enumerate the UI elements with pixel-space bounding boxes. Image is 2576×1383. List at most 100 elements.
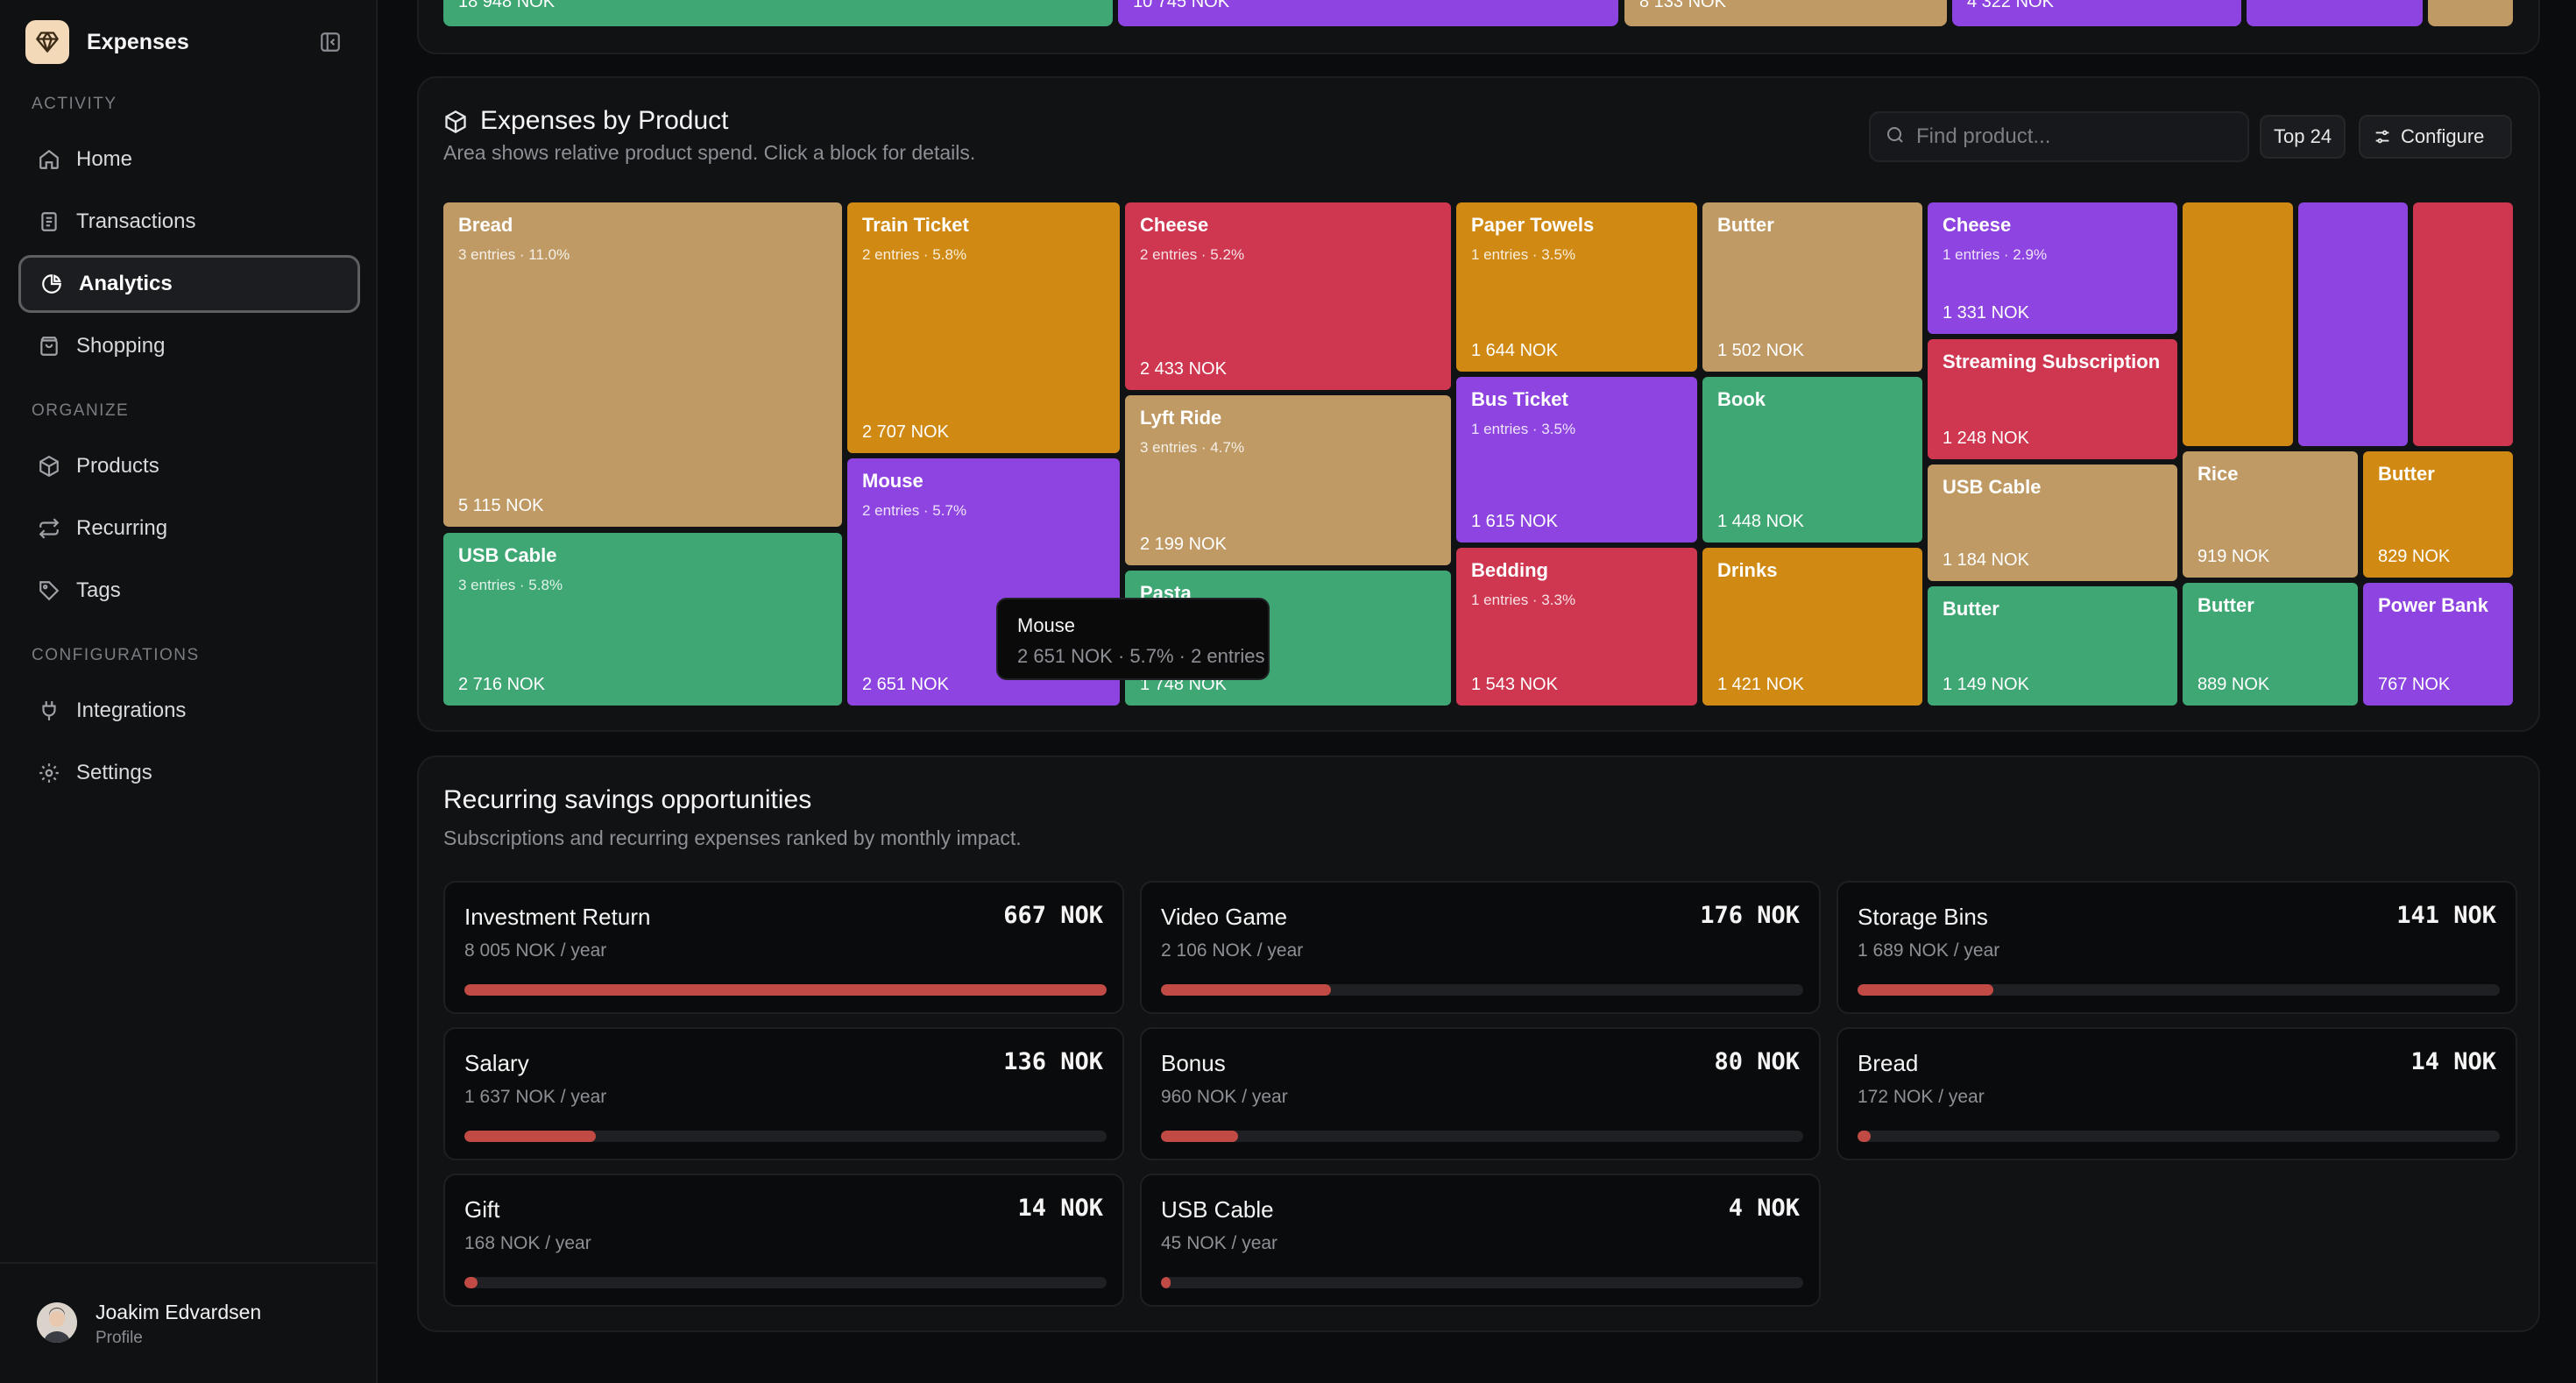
treemap-tile[interactable]: USB Cable 1 184 NOK — [1928, 465, 2177, 581]
strip-amount: 8 133 NOK — [1639, 0, 1726, 11]
savings-card[interactable]: Storage Bins 141 NOK 1 689 NOK / year — [1836, 881, 2517, 1014]
expenses-by-product-panel: Expenses by Product Area shows relative … — [417, 76, 2540, 732]
tile-amount: 2 716 NOK — [458, 675, 545, 694]
treemap-tile[interactable]: Bus Ticket 1 entries · 3.5% 1 615 NOK — [1456, 377, 1697, 543]
app-name: Expenses — [87, 29, 189, 54]
savings-card[interactable]: Salary 136 NOK 1 637 NOK / year — [443, 1027, 1124, 1160]
treemap-tile[interactable]: Butter 829 NOK — [2363, 451, 2513, 578]
impact-bar-track — [464, 1131, 1107, 1142]
impact-bar-fill — [464, 1131, 596, 1142]
tile-amount: 1 615 NOK — [1471, 512, 1558, 531]
treemap-tile[interactable]: Power Bank 767 NOK — [2363, 583, 2513, 706]
strip-block[interactable] — [2428, 0, 2513, 26]
treemap-tile[interactable]: Streaming Subscription 1 248 NOK — [1928, 339, 2177, 459]
treemap-tile[interactable] — [2413, 202, 2513, 446]
nav-label: Home — [76, 147, 133, 171]
card-yearly-value: 960 NOK / year — [1161, 1087, 1288, 1107]
treemap-tile[interactable]: Drinks 1 421 NOK — [1702, 548, 1922, 706]
strip-amount: 18 948 NOK — [458, 0, 556, 11]
top-strip-panel: 18 948 NOK 10 745 NOK 8 133 NOK 4 322 NO… — [417, 0, 2540, 54]
tile-amount: 2 707 NOK — [862, 422, 949, 442]
receipt-icon — [36, 209, 62, 235]
treemap-tile[interactable]: Cheese 2 entries · 5.2% 2 433 NOK — [1125, 202, 1451, 390]
treemap-tile[interactable]: Butter 889 NOK — [2183, 583, 2358, 706]
treemap-tile[interactable]: Train Ticket 2 entries · 5.8% 2 707 NOK — [847, 202, 1120, 453]
avatar — [37, 1302, 77, 1343]
strip-block[interactable] — [2247, 0, 2423, 26]
savings-card[interactable]: Bread 14 NOK 172 NOK / year — [1836, 1027, 2517, 1160]
nav-label: Recurring — [76, 516, 168, 540]
tile-amount: 2 651 NOK — [862, 675, 949, 694]
nav-label: Integrations — [76, 699, 187, 722]
strip-block[interactable]: 4 322 NOK — [1952, 0, 2241, 26]
treemap-tile[interactable]: Book 1 448 NOK — [1702, 377, 1922, 543]
impact-bar-track — [1161, 1277, 1803, 1288]
product-search[interactable] — [1869, 111, 2249, 162]
strip-block[interactable]: 8 133 NOK — [1624, 0, 1947, 26]
section-label-organize: ORGANIZE — [32, 401, 130, 420]
top-n-badge[interactable]: Top 24 — [2260, 115, 2346, 159]
treemap-tile[interactable]: Bedding 1 entries · 3.3% 1 543 NOK — [1456, 548, 1697, 706]
collapse-sidebar-icon[interactable] — [315, 27, 345, 57]
treemap-tile[interactable]: Bread 3 entries · 11.0% 5 115 NOK — [443, 202, 842, 527]
tile-amount: 919 NOK — [2197, 547, 2270, 566]
sidebar: Expenses ACTIVITY Home Transactions Anal… — [0, 0, 378, 1383]
search-input[interactable] — [1916, 124, 2232, 149]
tile-name: Lyft Ride — [1140, 407, 1222, 429]
tile-name: Mouse — [862, 470, 924, 492]
treemap-tile[interactable]: USB Cable 3 entries · 5.8% 2 716 NOK — [443, 533, 842, 706]
brand[interactable]: Expenses — [25, 20, 189, 64]
nav-integrations[interactable]: Integrations — [18, 682, 360, 740]
savings-card[interactable]: Investment Return 667 NOK 8 005 NOK / year — [443, 881, 1124, 1014]
treemap-tile[interactable]: Butter 1 149 NOK — [1928, 586, 2177, 706]
strip-block[interactable]: 18 948 NOK — [443, 0, 1113, 26]
treemap-tile[interactable]: Paper Towels 1 entries · 3.5% 1 644 NOK — [1456, 202, 1697, 372]
savings-card[interactable]: Video Game 176 NOK 2 106 NOK / year — [1140, 881, 1821, 1014]
impact-bar-fill — [1858, 984, 1993, 996]
card-name: Gift — [464, 1196, 500, 1223]
nav-recurring[interactable]: Recurring — [18, 500, 360, 557]
tile-amount: 1 421 NOK — [1717, 675, 1804, 694]
treemap-tile[interactable]: Lyft Ride 3 entries · 4.7% 2 199 NOK — [1125, 395, 1451, 565]
treemap-tile[interactable] — [2183, 202, 2293, 446]
savings-card[interactable]: Gift 14 NOK 168 NOK / year — [443, 1174, 1124, 1307]
savings-card[interactable]: USB Cable 4 NOK 45 NOK / year — [1140, 1174, 1821, 1307]
tile-meta: 1 entries · 3.3% — [1471, 592, 1576, 608]
nav-label: Tags — [76, 578, 121, 602]
card-monthly-value: 141 NOK — [2396, 902, 2496, 929]
treemap-tile[interactable]: Butter 1 502 NOK — [1702, 202, 1922, 372]
treemap-tile[interactable] — [2298, 202, 2408, 446]
nav-label: Products — [76, 454, 159, 478]
tile-meta: 3 entries · 11.0% — [458, 246, 570, 263]
tile-amount: 767 NOK — [2378, 675, 2451, 694]
tile-name: USB Cable — [458, 544, 557, 566]
card-name: Investment Return — [464, 904, 651, 930]
treemap-tile[interactable]: Rice 919 NOK — [2183, 451, 2358, 578]
card-monthly-value: 667 NOK — [1003, 902, 1103, 929]
nav-transactions[interactable]: Transactions — [18, 193, 360, 251]
tile-meta: 3 entries · 4.7% — [1140, 439, 1245, 456]
card-yearly-value: 8 005 NOK / year — [464, 940, 607, 961]
tile-name: Butter — [1943, 598, 1999, 620]
strip-block[interactable]: 10 745 NOK — [1118, 0, 1618, 26]
savings-card[interactable]: Bonus 80 NOK 960 NOK / year — [1140, 1027, 1821, 1160]
impact-bar-fill — [464, 984, 1107, 996]
nav-products[interactable]: Products — [18, 437, 360, 495]
treemap-tile[interactable]: Cheese 1 entries · 2.9% 1 331 NOK — [1928, 202, 2177, 334]
pie-chart-icon — [39, 271, 65, 297]
tile-name: Power Bank — [2378, 594, 2488, 616]
top-n-label: Top 24 — [2274, 125, 2332, 147]
profile[interactable]: Joakim Edvardsen Profile — [0, 1262, 376, 1383]
nav-home[interactable]: Home — [18, 131, 360, 188]
configure-button[interactable]: Configure — [2359, 115, 2512, 159]
nav-settings[interactable]: Settings — [18, 744, 360, 802]
nav-tags[interactable]: Tags — [18, 562, 360, 620]
nav-analytics[interactable]: Analytics — [18, 255, 360, 313]
nav-shopping[interactable]: Shopping — [18, 317, 360, 375]
card-name: Video Game — [1161, 904, 1288, 930]
gear-icon — [36, 760, 62, 786]
diamond-icon — [25, 20, 69, 64]
tile-amount: 1 331 NOK — [1943, 303, 2029, 323]
tile-amount: 1 149 NOK — [1943, 675, 2029, 694]
impact-bar-fill — [1161, 1277, 1171, 1288]
